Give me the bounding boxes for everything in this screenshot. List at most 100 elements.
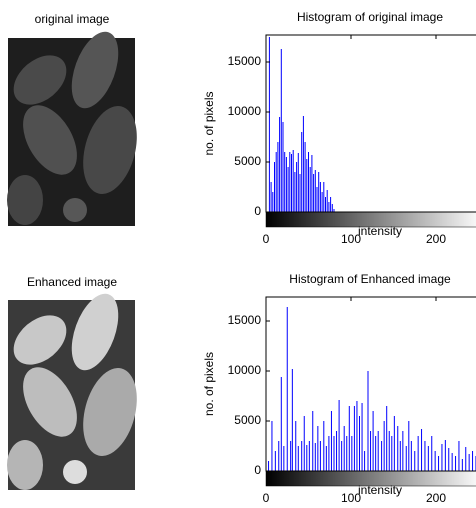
bar (362, 403, 363, 471)
bar (406, 446, 407, 471)
bar (288, 167, 289, 212)
bar (332, 204, 333, 212)
bar (287, 307, 288, 471)
bar (330, 197, 331, 212)
bar (322, 192, 323, 212)
bar (378, 431, 379, 471)
bar (438, 456, 439, 471)
bar (349, 406, 350, 471)
bar (334, 436, 335, 471)
original-image (4, 26, 146, 226)
bar (290, 441, 291, 471)
bar (272, 192, 273, 212)
bar (386, 406, 387, 471)
bar (370, 431, 371, 471)
bar (328, 436, 329, 471)
bar (301, 441, 302, 471)
bar (277, 142, 278, 212)
bar (341, 441, 342, 471)
bar (294, 172, 295, 212)
bar (275, 451, 276, 471)
bar (306, 445, 307, 471)
bar (306, 159, 307, 212)
bar (351, 436, 352, 471)
bar (452, 453, 453, 471)
y-axis-label: no. of pixels (202, 91, 216, 155)
y-tick-label: 10000 (228, 363, 262, 377)
bar (298, 153, 299, 212)
bar (274, 162, 275, 212)
bar (435, 451, 436, 471)
bar (458, 441, 459, 471)
figure: original image Enhanced image Histogram … (0, 0, 476, 508)
bar (394, 416, 395, 471)
y-tick-label: 15000 (228, 313, 262, 327)
bar (269, 37, 270, 212)
x-tick-label: 0 (263, 491, 270, 505)
bar (469, 454, 470, 471)
bar (359, 416, 360, 471)
bar (418, 436, 419, 471)
bar (291, 154, 292, 212)
bar (336, 431, 337, 471)
bar (279, 117, 280, 212)
bar (397, 426, 398, 471)
bar (315, 443, 316, 471)
bar (402, 431, 403, 471)
y-tick-label: 5000 (234, 413, 261, 427)
bar (309, 441, 310, 471)
bar (428, 446, 429, 471)
x-tick-label: 200 (426, 232, 446, 246)
bar (311, 155, 312, 212)
bar (400, 441, 401, 471)
bar (318, 172, 319, 212)
bar (375, 436, 376, 471)
bar (414, 451, 415, 471)
bar (281, 377, 282, 471)
bar (268, 461, 269, 471)
bar (315, 170, 316, 212)
bar (408, 421, 409, 471)
bar (323, 182, 324, 212)
y-tick-label: 10000 (228, 104, 262, 118)
image-title: Enhanced image (27, 275, 117, 289)
bar (312, 411, 313, 471)
bar (301, 132, 302, 212)
bar (271, 182, 272, 212)
bar (421, 429, 422, 471)
bar (354, 406, 355, 471)
bar (331, 411, 332, 471)
bar (286, 157, 287, 212)
bar (283, 122, 284, 212)
x-axis-label: intensity (358, 224, 402, 238)
image-title: original image (35, 12, 110, 26)
bar (320, 441, 321, 471)
chart-title: Histogram of Enhanced image (289, 272, 451, 286)
y-axis-label: no. of pixels (202, 352, 216, 416)
bar (308, 152, 309, 212)
bar (298, 446, 299, 471)
bar (317, 187, 318, 212)
bar (271, 421, 272, 471)
bar (295, 421, 296, 471)
bar (276, 152, 277, 212)
bar (445, 440, 446, 471)
bar (344, 426, 345, 471)
chart-title: Histogram of original image (297, 10, 443, 24)
bar (303, 116, 304, 212)
bar (411, 441, 412, 471)
bar (389, 431, 390, 471)
bar (384, 421, 385, 471)
bar (296, 162, 297, 212)
x-axis-label: intensity (358, 483, 402, 497)
enhanced-image (4, 288, 146, 490)
bar (462, 459, 463, 471)
bar (300, 174, 301, 212)
x-tick-label: 200 (426, 491, 446, 505)
bar (313, 174, 314, 212)
bar (373, 411, 374, 471)
bar (328, 202, 329, 212)
bar (441, 444, 442, 471)
axes-box (266, 35, 476, 212)
bar (317, 426, 318, 471)
